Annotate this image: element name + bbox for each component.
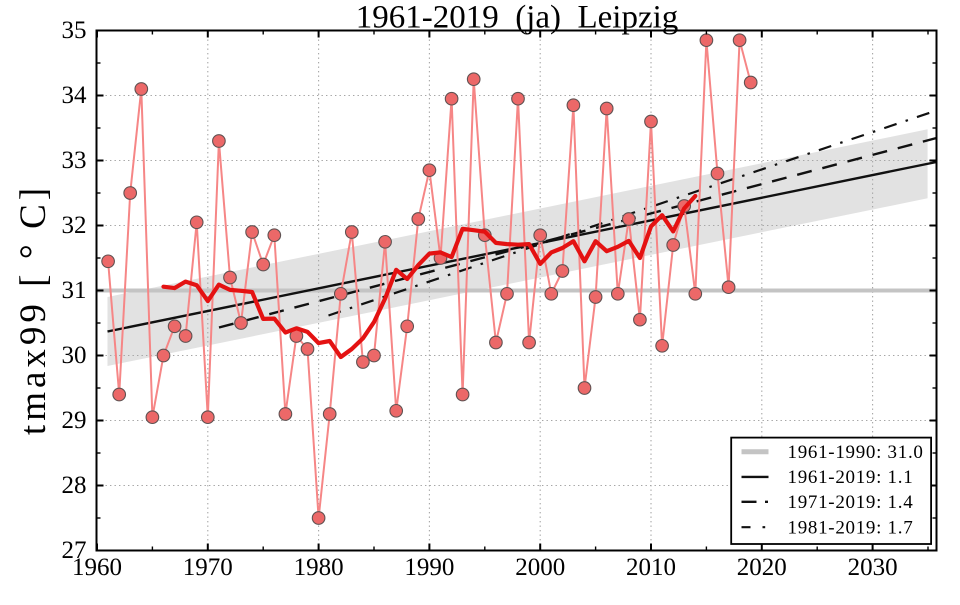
svg-text:1970: 1970 bbox=[183, 554, 233, 581]
svg-text:35: 35 bbox=[62, 17, 87, 44]
svg-text:2030: 2030 bbox=[848, 554, 898, 581]
svg-text:1961-1990: 31.0: 1961-1990: 31.0 bbox=[788, 442, 924, 463]
svg-text:30: 30 bbox=[62, 342, 87, 369]
svg-text:27: 27 bbox=[62, 537, 87, 564]
svg-text:29: 29 bbox=[62, 407, 87, 434]
svg-text:2000: 2000 bbox=[515, 554, 565, 581]
svg-text:1971-2019: 1.4: 1971-2019: 1.4 bbox=[788, 492, 914, 513]
svg-text:1980: 1980 bbox=[294, 554, 344, 581]
svg-text:1990: 1990 bbox=[404, 554, 454, 581]
svg-text:32: 32 bbox=[62, 212, 87, 239]
svg-text:1961-2019: 1.1: 1961-2019: 1.1 bbox=[788, 467, 914, 488]
svg-text:31: 31 bbox=[62, 277, 87, 304]
svg-text:33: 33 bbox=[62, 147, 87, 174]
svg-text:tmax99 [ ° C]: tmax99 [ ° C] bbox=[13, 184, 54, 435]
svg-text:2020: 2020 bbox=[737, 554, 787, 581]
svg-text:28: 28 bbox=[62, 472, 87, 499]
svg-text:2010: 2010 bbox=[626, 554, 676, 581]
svg-text:1960: 1960 bbox=[72, 554, 122, 581]
svg-text:34: 34 bbox=[62, 82, 88, 109]
svg-text:1961-2019_(ja)_Leipzig: 1961-2019_(ja)_Leipzig bbox=[356, 0, 679, 36]
svg-text:1981-2019: 1.7: 1981-2019: 1.7 bbox=[788, 518, 914, 539]
